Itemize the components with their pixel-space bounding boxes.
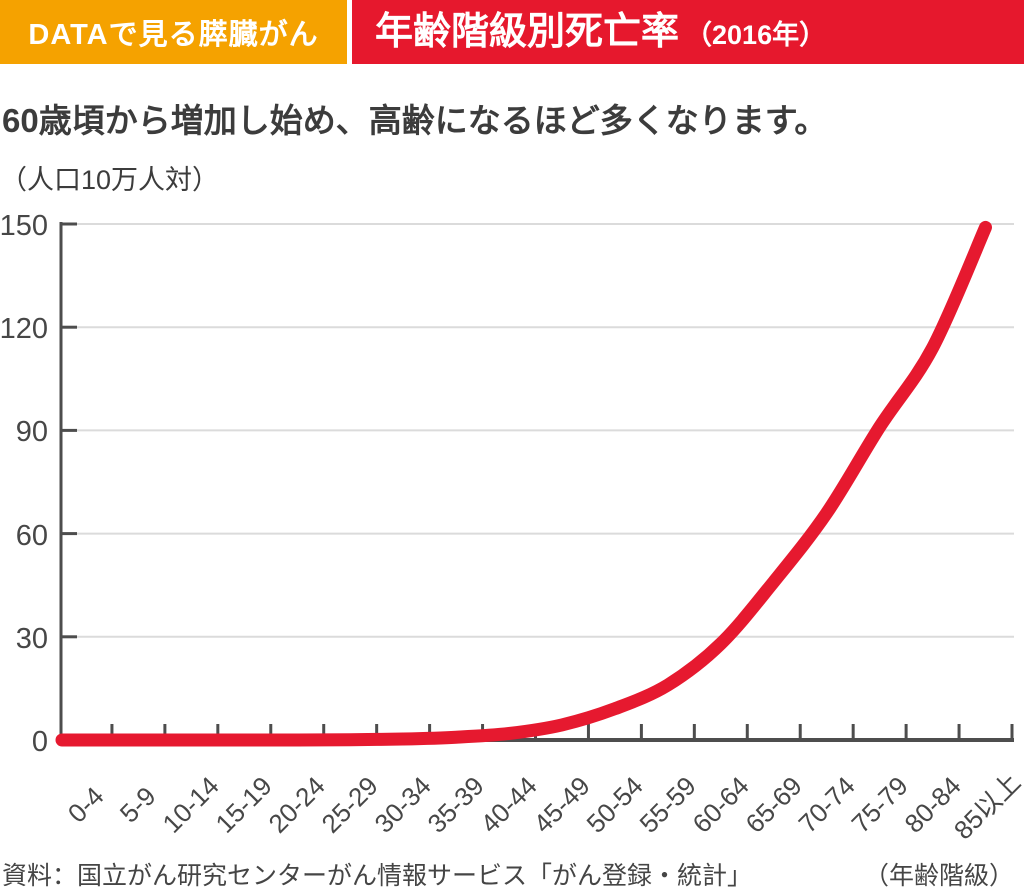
y-axis-tick-label: 90 <box>15 416 48 449</box>
page-title: 年齢階級別死亡率 <box>375 11 680 53</box>
y-axis-tick-label: 120 <box>0 313 48 346</box>
y-axis-unit-label: （人口10万人対） <box>0 165 220 195</box>
source-note: 資料：国立がん研究センターがん情報サービス「がん登録・統計」 <box>2 862 753 889</box>
y-axis-tick-label: 60 <box>15 519 48 552</box>
mortality-curve <box>55 220 992 747</box>
category-badge: DATAで見る膵臓がん <box>0 0 347 64</box>
chart-subtitle: 60歳頃から増加し始め、高齢になるほど多くなります。 <box>2 102 828 139</box>
title-year: （2016年） <box>685 20 827 50</box>
y-axis-tick-label: 30 <box>15 622 48 655</box>
y-axis-tick-label: 150 <box>0 210 48 242</box>
title-bar: 年齢階級別死亡率 （2016年） <box>352 0 1024 64</box>
x-axis-note: （年齢階級） <box>863 862 1014 889</box>
category-badge-label: DATAで見る膵臓がん <box>28 19 319 51</box>
y-axis-tick-label: 0 <box>31 726 48 758</box>
